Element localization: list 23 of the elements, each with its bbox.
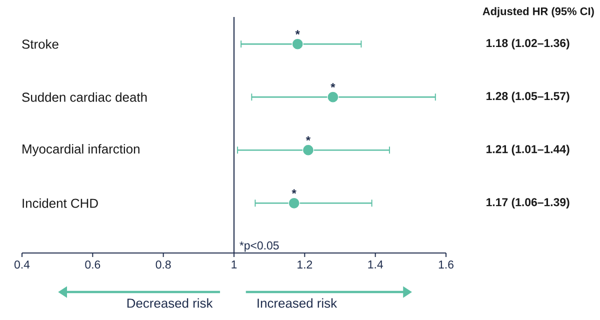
x-tick-label: 0.6 xyxy=(85,260,100,269)
data-label: 1.17 (1.06–1.39) xyxy=(486,198,570,208)
x-tick-label: 1.6 xyxy=(438,260,454,269)
data-label: 1.21 (1.01–1.44) xyxy=(486,144,570,156)
x-tick-label: 0.4 xyxy=(14,260,30,269)
annotation: * xyxy=(306,136,311,141)
text: Decreased risk xyxy=(127,298,213,308)
x-tick-label: 1.2 xyxy=(298,260,312,269)
y-tick-label: Myocardial infarction xyxy=(22,144,140,156)
annotation: *p<0.05 xyxy=(240,241,279,252)
y-tick-label: Stroke xyxy=(22,39,58,49)
text: Adjusted HR (95% CI) xyxy=(482,7,594,18)
x-tick-label: 0.8 xyxy=(156,260,171,269)
data-label: 1.18 (1.02–1.36) xyxy=(486,38,570,50)
data-label: 1.28 (1.05–1.57) xyxy=(486,92,570,102)
annotation: * xyxy=(292,189,296,194)
annotation: * xyxy=(330,83,336,88)
y-tick-label: Sudden cardiac death xyxy=(22,92,147,102)
text: Increased risk xyxy=(258,298,338,308)
annotation: * xyxy=(295,30,300,35)
x-tick-label: 1.4 xyxy=(368,260,383,268)
x-tick-label: 1 xyxy=(232,260,237,268)
y-tick-label: Incident CHD xyxy=(22,198,98,208)
